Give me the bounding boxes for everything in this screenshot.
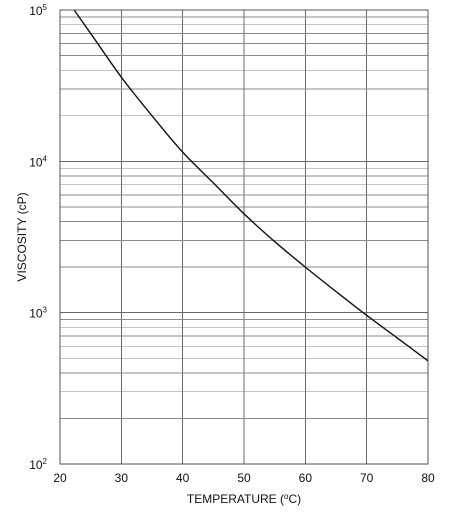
y-tick-label: 104 [29,154,47,169]
x-tick-label: 40 [176,471,190,485]
y-tick-base: 10 [29,155,43,169]
y-axis-title: VISCOSITY (cP) [15,192,29,281]
viscosity-curve [73,9,429,362]
y-tick-base: 10 [29,4,43,18]
x-axis-title: TEMPERATURE (oC) [187,492,301,506]
y-tick-exponent: 3 [43,306,48,315]
grid-group [59,9,429,465]
x-tick-label: 30 [115,471,129,485]
y-tick-exponent: 4 [43,154,48,163]
y-tick-label: 105 [29,3,47,18]
x-tick-label: 50 [237,471,251,485]
curve-group [73,9,429,362]
x-tick-labels: 20 30 40 50 60 70 80 [53,471,435,485]
y-tick-exponent: 5 [43,3,48,12]
plot-frame [59,9,429,465]
x-axis-title-degree: o [284,492,289,501]
x-tick-label: 80 [421,471,435,485]
x-tick-label: 70 [360,471,374,485]
y-tick-base: 10 [29,458,43,472]
x-tick-label: 60 [299,471,313,485]
x-axis-title-suffix: C) [288,492,301,506]
y-tick-label: 102 [29,457,47,472]
y-tick-base: 10 [29,307,43,321]
x-axis-title-prefix: TEMPERATURE ( [187,492,284,506]
y-tick-exponent: 2 [43,457,48,466]
y-tick-label: 103 [29,306,47,321]
x-tick-label: 20 [53,471,67,485]
